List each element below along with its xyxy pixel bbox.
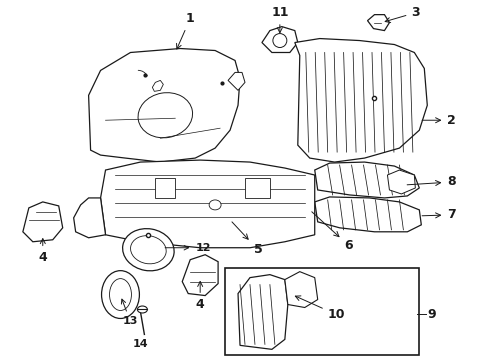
Text: 13: 13	[121, 299, 138, 327]
Polygon shape	[155, 178, 175, 198]
Polygon shape	[285, 272, 317, 307]
Polygon shape	[227, 72, 244, 90]
Polygon shape	[367, 15, 388, 31]
Bar	[224, 268, 419, 355]
Polygon shape	[314, 197, 421, 232]
Ellipse shape	[138, 93, 192, 138]
Ellipse shape	[109, 279, 131, 310]
Ellipse shape	[122, 229, 174, 271]
Text: 6: 6	[311, 212, 352, 252]
Polygon shape	[294, 39, 427, 162]
Ellipse shape	[209, 200, 221, 210]
Polygon shape	[244, 178, 269, 198]
Ellipse shape	[137, 306, 147, 313]
Text: 4: 4	[195, 282, 204, 311]
Text: 3: 3	[385, 6, 419, 23]
Polygon shape	[386, 170, 414, 194]
Polygon shape	[88, 49, 240, 162]
Polygon shape	[314, 162, 419, 198]
Text: 10: 10	[295, 296, 345, 321]
Polygon shape	[101, 160, 314, 248]
Text: 8: 8	[407, 175, 455, 189]
Text: 7: 7	[421, 208, 455, 221]
Polygon shape	[182, 255, 218, 296]
Text: 1: 1	[176, 12, 194, 49]
Text: 12: 12	[165, 243, 210, 253]
Polygon shape	[262, 27, 297, 53]
Polygon shape	[238, 275, 287, 349]
Text: 11: 11	[270, 6, 288, 33]
Polygon shape	[152, 80, 163, 91]
Ellipse shape	[102, 271, 139, 319]
Text: 14: 14	[132, 339, 148, 349]
Text: 2: 2	[421, 114, 455, 127]
Ellipse shape	[130, 236, 166, 264]
Text: 9: 9	[427, 308, 435, 321]
Text: 4: 4	[39, 239, 47, 264]
Ellipse shape	[272, 33, 286, 48]
Polygon shape	[74, 198, 105, 238]
Text: 5: 5	[231, 222, 262, 256]
Polygon shape	[23, 202, 62, 242]
